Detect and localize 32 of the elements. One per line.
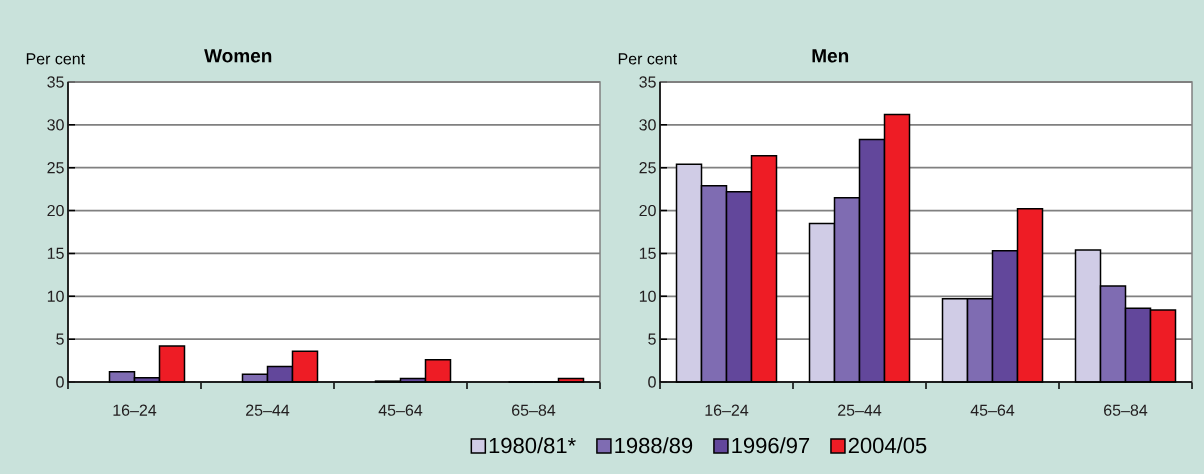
y-axis-title: Per cent	[618, 53, 677, 65]
y-tick-label: 25	[639, 162, 656, 174]
x-tick-label: 45–64	[378, 404, 423, 416]
legend-label: 1996/97	[732, 437, 810, 454]
x-tick-label: 65–84	[1104, 404, 1148, 416]
y-tick-label: 20	[639, 204, 656, 217]
y-tick-label: 35	[639, 76, 656, 88]
y-tick-label: 15	[639, 247, 656, 260]
chart-title: Women	[204, 49, 272, 63]
y-tick-label: 0	[648, 376, 656, 388]
y-tick-label: 5	[56, 333, 64, 345]
x-tick-label: 16–24	[113, 404, 157, 416]
y-tick-label: 15	[47, 247, 64, 260]
x-tick-label: 25–44	[246, 404, 290, 416]
y-tick-label: 0	[56, 376, 64, 388]
legend-label: 1980/81*	[489, 437, 576, 454]
chart-title: Men	[812, 49, 849, 63]
y-tick-label: 35	[47, 76, 64, 88]
y-tick-label: 30	[47, 119, 64, 131]
legend-label: 1988/89	[615, 437, 693, 454]
y-tick-label: 5	[648, 333, 656, 345]
x-tick-label: 16–24	[705, 404, 749, 416]
legend-label: 2004/05	[848, 437, 927, 454]
y-tick-label: 10	[639, 290, 656, 302]
y-tick-label: 20	[47, 204, 64, 217]
x-tick-label: 45–64	[970, 404, 1015, 416]
y-axis-title: Per cent	[26, 53, 85, 65]
x-tick-label: 25–44	[838, 404, 882, 416]
y-tick-label: 30	[639, 119, 656, 131]
y-tick-label: 25	[47, 162, 64, 174]
y-tick-label: 10	[47, 290, 64, 302]
x-tick-label: 65–84	[512, 404, 556, 416]
